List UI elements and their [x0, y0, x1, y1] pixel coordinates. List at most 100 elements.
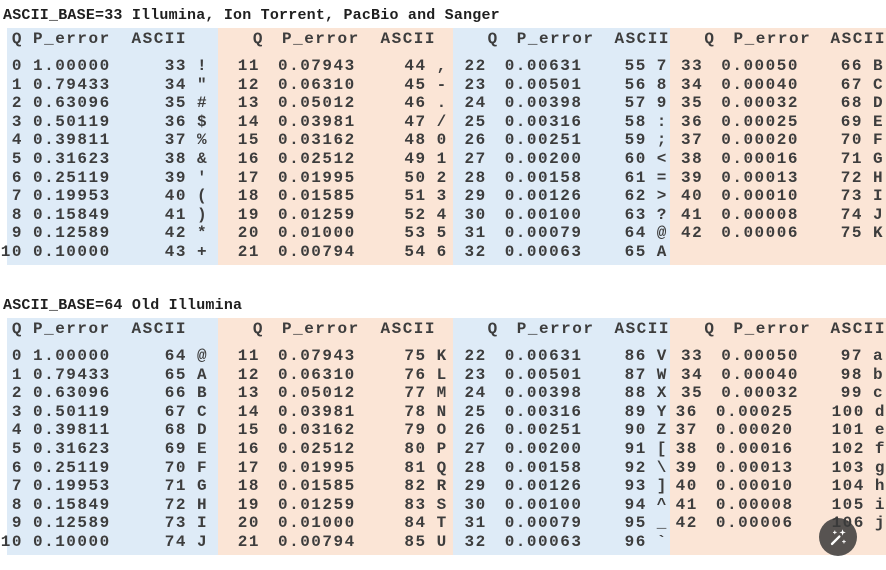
p-error-value: 0.00063: [504, 532, 583, 551]
p-error-column-header: P_error: [516, 30, 595, 48]
table-row: 5 0.31623 38 &: [7, 150, 218, 169]
ascii-char: J: [197, 532, 209, 551]
table-row: 2 0.63096 35 #: [7, 94, 218, 113]
p-error-value: 0.02512: [277, 439, 356, 458]
ascii-code: 93: [624, 477, 647, 496]
p-error-value: 0.00063: [504, 242, 583, 261]
ascii-char: O: [436, 421, 448, 440]
p-error-value: 0.63096: [33, 384, 111, 403]
p-error-value: 0.00016: [721, 149, 799, 168]
ascii-code: 63: [624, 205, 647, 224]
ascii-code: 41: [164, 205, 187, 224]
p-error-value: 0.00006: [715, 514, 794, 533]
ascii-base-64-table: ASCII_BASE=64 Old Illumina Q P_error ASCII…: [0, 296, 886, 555]
q-value: 33: [681, 57, 704, 75]
ascii-code: 68: [164, 421, 187, 440]
p-error-value: 0.00794: [277, 532, 356, 551]
group-header-row: Q P_error ASCII: [453, 320, 670, 338]
table-row: 4 0.39811 37%: [7, 131, 218, 150]
p-error-value: 0.00100: [504, 205, 583, 224]
ascii-char: f: [874, 439, 886, 458]
table-row: 22 0.00631 55 7: [453, 57, 670, 76]
q-value: 24: [464, 384, 487, 403]
edit-image-button[interactable]: [819, 518, 857, 556]
q-value: 34: [681, 365, 704, 384]
p-error-value: 0.00079: [504, 514, 583, 533]
q-value: 8: [11, 205, 23, 224]
ascii-column-header: ASCII: [380, 320, 436, 338]
q-value: 22: [464, 57, 487, 75]
ascii-code: 87: [624, 365, 647, 384]
table-row: 41 0.00008 105 i: [670, 496, 886, 515]
p-error-value: 0.00316: [504, 112, 583, 131]
q-value: 27: [464, 149, 487, 168]
ascii-base-33-table: ASCII_BASE=33 Illumina, Ion Torrent, Pac…: [0, 6, 886, 265]
ascii-char: \: [656, 458, 668, 477]
table-row: 40 0.00010 104 h: [670, 477, 886, 496]
p-error-value: 0.03162: [277, 421, 356, 440]
p-error-value: 0.10000: [33, 242, 111, 261]
ascii-code: 72: [164, 495, 187, 514]
ascii-code: 56: [624, 75, 647, 94]
ascii-char: @: [197, 347, 209, 365]
ascii-char: 9: [656, 94, 668, 113]
table-row: 11 0.07943 75 K: [218, 347, 453, 366]
q-column-header: Q: [704, 320, 716, 338]
ascii-char: #: [197, 94, 209, 113]
table-row: 15 0.03162 79 O: [218, 421, 453, 440]
ascii-char: B: [197, 384, 209, 403]
p-error-value: 0.06310: [277, 365, 356, 384]
q-value: 2: [11, 94, 23, 113]
ascii-code: 49: [404, 149, 427, 168]
q-value: 21: [237, 242, 260, 261]
ascii-char: D: [872, 94, 885, 113]
p-error-value: 0.63096: [33, 94, 111, 113]
ascii-char: h: [874, 477, 886, 496]
q-value: 23: [464, 75, 487, 94]
table-row: 9 0.12589 42 *: [7, 224, 218, 243]
ascii-code: 39: [164, 168, 187, 187]
ascii-code: 73: [164, 514, 187, 533]
table-row: 3 0.50119 67 C: [7, 403, 218, 422]
ascii-code: 79: [404, 421, 427, 440]
ascii-code: 75: [404, 347, 427, 365]
ascii-char: ": [197, 75, 209, 94]
q-value: 15: [237, 131, 260, 150]
ascii-char: ;: [656, 131, 668, 150]
p-error-value: 0.00079: [504, 224, 583, 243]
p-error-column-header: P_error: [516, 320, 595, 338]
p-error-value: 0.03981: [277, 112, 356, 131]
ascii-code: 37: [164, 131, 187, 150]
ascii-code: 50: [404, 168, 427, 187]
table-row: 24 0.00398 57 9: [453, 94, 670, 113]
q-value: 2: [11, 384, 23, 403]
table-row: 9 0.12589 73 I: [7, 514, 218, 533]
p-error-value: 0.12589: [33, 224, 111, 243]
ascii-char: g: [874, 458, 886, 477]
ascii-char: .: [436, 94, 448, 113]
ascii-char: F: [872, 131, 885, 150]
ascii-char: -: [436, 75, 448, 94]
ascii-char: %: [197, 131, 209, 150]
ascii-char: 0: [436, 131, 448, 150]
table-row: 30 0.00100 94 ^: [453, 496, 670, 515]
table-title: ASCII_BASE=33 Illumina, Ion Torrent, Pac…: [3, 7, 500, 24]
q-value: 26: [464, 131, 487, 150]
q-value: 0: [11, 57, 23, 75]
group-header-row: Q P_error ASCII: [453, 30, 670, 48]
p-error-value: 0.00006: [721, 224, 799, 243]
ascii-code: 88: [624, 384, 647, 403]
table-row: 15 0.03162 48 0: [218, 131, 453, 150]
q-value: 9: [11, 224, 23, 243]
q-column-header: Q: [487, 30, 499, 48]
ascii-char: N: [436, 402, 448, 421]
table-row: 29 0.00126 93]: [453, 477, 670, 496]
table-row: 34 0.00040 98 b: [670, 366, 886, 385]
table-row: 35 0.00032 99 c: [670, 384, 886, 403]
ascii-char: i: [874, 495, 886, 514]
q-value: 20: [237, 514, 260, 533]
ascii-char: J: [872, 205, 885, 224]
p-error-value: 0.01995: [277, 168, 356, 187]
table-row: 27 0.00200 60 <: [453, 150, 670, 169]
q-value: 30: [464, 495, 487, 514]
